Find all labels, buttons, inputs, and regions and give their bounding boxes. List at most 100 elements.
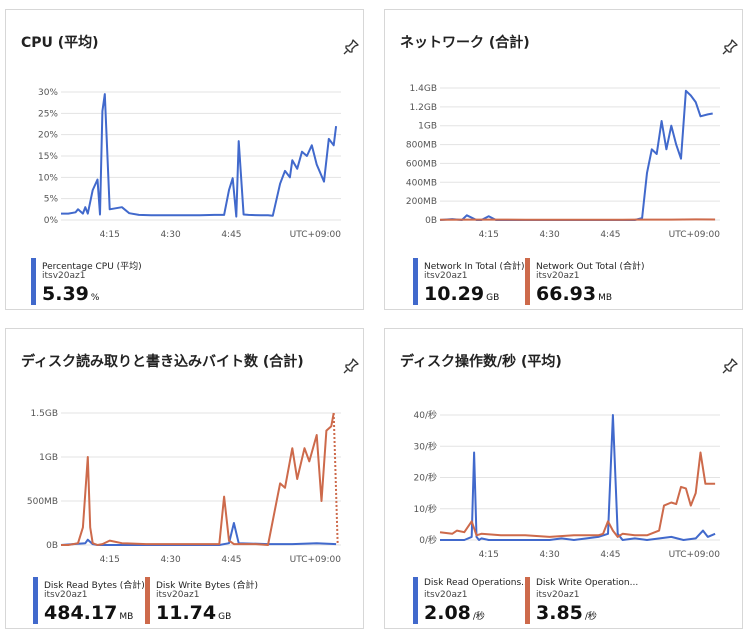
- y-tick-label: 30/秒: [414, 440, 438, 452]
- y-tick-label: 5%: [44, 195, 59, 205]
- disk-ops-tile[interactable]: ディスク操作数/秒 (平均) 0/秒 10/秒 20/秒 30/秒 40/秒 4:15 4:…: [384, 328, 743, 629]
- legend-resource-name: itsv20az1: [536, 590, 580, 600]
- x-tick-label: 4:30: [539, 550, 559, 560]
- x-tick-label: 4:15: [479, 230, 499, 240]
- legend-value-number: 484.17: [44, 602, 118, 624]
- y-tick-label: 20%: [38, 131, 58, 141]
- legend-value: 2.08/秒: [424, 602, 485, 624]
- timezone-label: UTC+09:00: [669, 230, 721, 240]
- legend-color-bar: [31, 258, 36, 305]
- tile-title: ディスク操作数/秒 (平均): [400, 354, 562, 370]
- y-tick-label: 0/秒: [419, 534, 437, 546]
- series-line: [439, 89, 713, 221]
- x-tick-label: 4:45: [221, 230, 241, 240]
- y-tick-label: 500MB: [27, 497, 58, 507]
- legend-value-unit: /秒: [584, 612, 597, 622]
- legend-value-unit: GB: [486, 293, 500, 303]
- timezone-label: UTC+09:00: [669, 550, 721, 560]
- legend-color-bar: [413, 577, 418, 624]
- legend-value: 5.39%: [42, 283, 99, 305]
- legend-value: 10.29 GB: [424, 283, 499, 305]
- y-tick-label: 1.5GB: [31, 409, 58, 419]
- x-tick-label: 4:30: [539, 230, 559, 240]
- legend-value-unit: GB: [218, 612, 232, 622]
- legend-color-bar: [525, 258, 530, 305]
- x-tick-label: 4:30: [160, 555, 180, 565]
- legend-resource-name: itsv20az1: [424, 590, 468, 600]
- y-tick-label: 1GB: [39, 453, 58, 463]
- legend-value-number: 10.29: [424, 283, 485, 305]
- series-line: [61, 412, 335, 546]
- legend-series-name: Percentage CPU (平均): [42, 262, 142, 272]
- disk-bytes-chart: 0B 500MB 1GB 1.5GB 4:15 4:30 4:45 UTC+09:00: [27, 409, 342, 565]
- legend-series-name: Network In Total (合計): [424, 262, 525, 272]
- legend-color-bar: [145, 577, 150, 624]
- legend-value-number: 11.74: [156, 602, 217, 624]
- y-tick-label: 40/秒: [414, 409, 438, 421]
- pin-icon[interactable]: [721, 357, 739, 375]
- legend-value-unit: /秒: [472, 612, 485, 622]
- y-tick-label: 0B: [425, 216, 437, 226]
- legend-value-number: 5.39: [42, 283, 89, 305]
- y-tick-label: 800MB: [406, 141, 437, 151]
- y-tick-label: 1GB: [418, 122, 437, 132]
- network-tile[interactable]: ネットワーク (合計) 0B 200MB 400MB 600MB 800MB 1GB 1.2…: [384, 9, 743, 310]
- y-tick-label: 1.2GB: [410, 103, 437, 113]
- x-tick-label: 4:45: [221, 555, 241, 565]
- legend-series-name: Disk Read Bytes (合計): [44, 581, 145, 591]
- y-tick-label: 0%: [44, 216, 59, 226]
- y-tick-label: 1.4GB: [410, 84, 437, 94]
- legend-series-name: Disk Write Operation...: [536, 578, 639, 588]
- legend-resource-name: itsv20az1: [42, 271, 86, 281]
- legend-resource-name: itsv20az1: [536, 271, 580, 281]
- legend-color-bar: [525, 577, 530, 624]
- series-line: [440, 414, 716, 541]
- legend-resource-name: itsv20az1: [156, 590, 200, 600]
- y-tick-label: 10/秒: [414, 503, 438, 515]
- timezone-label: UTC+09:00: [290, 555, 342, 565]
- x-tick-label: 4:30: [160, 230, 180, 240]
- tile-title: CPU (平均): [21, 35, 99, 51]
- x-tick-label: 4:45: [600, 230, 620, 240]
- series-projection-line: [332, 412, 339, 546]
- legend-value-unit: MB: [598, 293, 613, 303]
- series-line: [60, 522, 337, 546]
- tile-title: ネットワーク (合計): [400, 35, 530, 51]
- legend-value-number: 2.08: [424, 602, 471, 624]
- legend-resource-name: itsv20az1: [424, 271, 468, 281]
- legend-value: 3.85/秒: [536, 602, 597, 624]
- pin-icon[interactable]: [342, 357, 360, 375]
- legend-value-number: 3.85: [536, 602, 583, 624]
- cpu-chart: 0% 5% 10% 15% 20% 25% 30% 4:15 4:30 4:45 UTC+09:00: [38, 88, 342, 240]
- disk-ops-chart: 0/秒 10/秒 20/秒 30/秒 40/秒 4:15 4:30 4:45 UTC+09:00: [414, 409, 721, 560]
- network-chart: 0B 200MB 400MB 600MB 800MB 1GB 1.2GB 1.4GB 4:15 4…: [406, 84, 721, 240]
- legend-value-unit: %: [90, 293, 100, 303]
- legend-value: 11.74 GB: [156, 602, 231, 624]
- pin-icon[interactable]: [721, 38, 739, 56]
- y-tick-label: 0B: [46, 541, 58, 551]
- series-line: [61, 93, 338, 218]
- y-tick-label: 10%: [38, 173, 58, 183]
- pin-icon[interactable]: [342, 38, 360, 56]
- y-tick-label: 25%: [38, 109, 58, 119]
- legend-value: 66.93 MB: [536, 283, 612, 305]
- tile-title: ディスク読み取りと書き込みバイト数 (合計): [21, 354, 304, 370]
- legend-resource-name: itsv20az1: [44, 590, 88, 600]
- y-tick-label: 20/秒: [414, 472, 438, 484]
- legend-series-name: Disk Read Operations...: [424, 578, 530, 588]
- legend-series-name: Network Out Total (合計): [536, 262, 645, 272]
- timezone-label: UTC+09:00: [290, 230, 342, 240]
- x-tick-label: 4:15: [479, 550, 499, 560]
- disk-bytes-tile[interactable]: ディスク読み取りと書き込みバイト数 (合計) 0B 500MB 1GB 1.5GB 4:…: [5, 328, 364, 629]
- legend-value-unit: MB: [119, 612, 134, 622]
- legend-color-bar: [413, 258, 418, 305]
- y-tick-label: 30%: [38, 88, 58, 98]
- legend-color-bar: [33, 577, 38, 624]
- x-tick-label: 4:15: [100, 230, 120, 240]
- legend-value-number: 66.93: [536, 283, 597, 305]
- legend-series-name: Disk Write Bytes (合計): [156, 581, 258, 591]
- y-tick-label: 600MB: [406, 159, 437, 169]
- cpu-tile[interactable]: CPU (平均) 0% 5% 10% 15% 20% 25% 30% 4:15 4:30 4:45…: [5, 9, 364, 310]
- y-tick-label: 400MB: [406, 178, 437, 188]
- x-tick-label: 4:45: [600, 550, 620, 560]
